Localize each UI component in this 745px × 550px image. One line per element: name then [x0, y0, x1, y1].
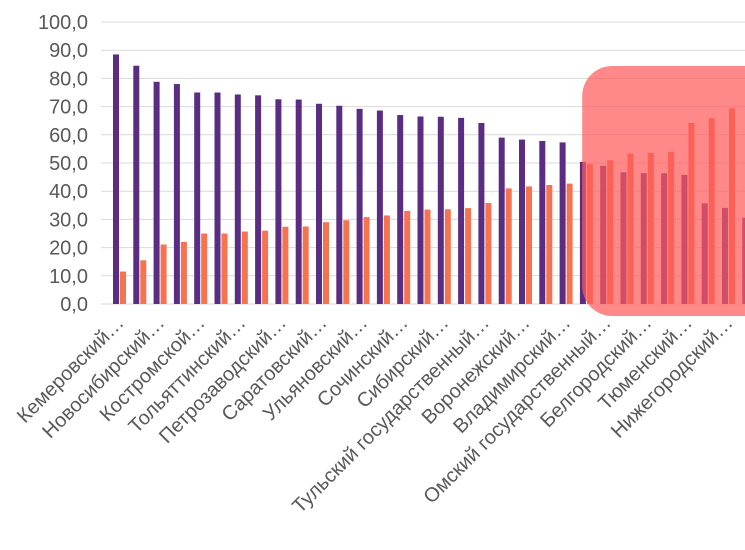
bar-series-2 — [383, 215, 390, 304]
bar-series-2 — [262, 230, 269, 304]
bar-series-2 — [140, 260, 147, 304]
bar-series-2 — [526, 186, 532, 304]
y-axis-ticks: 0,0 10,0 20,0 30,0 40,0 50,0 60,0 70,0 80,0 90,0 1… — [38, 12, 88, 316]
bar-series-2 — [424, 209, 431, 304]
bar-series-2 — [404, 210, 411, 304]
bar-series-2 — [120, 271, 126, 304]
bar-series-2 — [566, 183, 573, 304]
bar-series-1 — [519, 139, 525, 304]
bar-series-1 — [437, 116, 444, 304]
highlight-region — [582, 66, 745, 316]
bar-series-1 — [234, 94, 241, 304]
y-tick-label: 20,0 — [49, 238, 88, 260]
bar-series-2 — [282, 226, 289, 304]
bar-series-1 — [356, 108, 363, 304]
bar-series-1 — [255, 95, 262, 304]
bar-series-1 — [559, 142, 566, 304]
y-tick-label: 10,0 — [49, 266, 88, 288]
bar-series-2 — [546, 184, 553, 304]
y-tick-label: 60,0 — [49, 125, 88, 147]
y-tick-label: 0,0 — [60, 294, 88, 316]
bar-series-1 — [316, 103, 322, 304]
bar-series-2 — [180, 241, 187, 304]
bar-series-1 — [214, 92, 221, 304]
y-tick-label: 30,0 — [49, 209, 88, 231]
bar-series-2 — [343, 220, 350, 304]
x-axis-ticks: Кемеровский…Новосибирский…Костромской…То… — [13, 312, 738, 518]
bar-series-1 — [539, 141, 546, 304]
y-tick-label: 50,0 — [49, 153, 88, 175]
bar-series-1 — [194, 92, 201, 304]
bar-series-2 — [241, 231, 248, 304]
bar-series-2 — [221, 233, 228, 304]
y-tick-label: 70,0 — [49, 97, 88, 119]
bar-series-1 — [173, 84, 180, 304]
y-tick-label: 80,0 — [49, 68, 88, 90]
bar-series-2 — [201, 233, 208, 304]
y-tick-label: 40,0 — [49, 181, 88, 203]
y-tick-label: 90,0 — [49, 40, 88, 62]
bar-series-1 — [498, 137, 505, 304]
bar-series-2 — [444, 209, 451, 304]
bar-series-1 — [458, 117, 465, 304]
y-tick-label: 100,0 — [38, 12, 88, 34]
bar-series-2 — [465, 208, 472, 304]
bar-series-2 — [485, 203, 492, 304]
bar-series-1 — [397, 115, 404, 304]
bar-series-2 — [160, 244, 167, 304]
bar-series-1 — [133, 65, 140, 305]
bar-series-2 — [363, 217, 370, 304]
bar-series-2 — [302, 226, 309, 304]
bar-series-1 — [478, 122, 485, 305]
bar-series-1 — [153, 81, 160, 304]
bar-series-1 — [113, 54, 119, 305]
bar-series-1 — [376, 110, 383, 304]
bar-series-2 — [323, 222, 329, 304]
highlight-box — [582, 66, 745, 316]
bar-series-1 — [336, 105, 343, 304]
bar-series-2 — [505, 188, 512, 304]
bar-series-1 — [275, 99, 282, 304]
bar-series-1 — [417, 116, 424, 304]
bar-series-1 — [295, 99, 302, 304]
